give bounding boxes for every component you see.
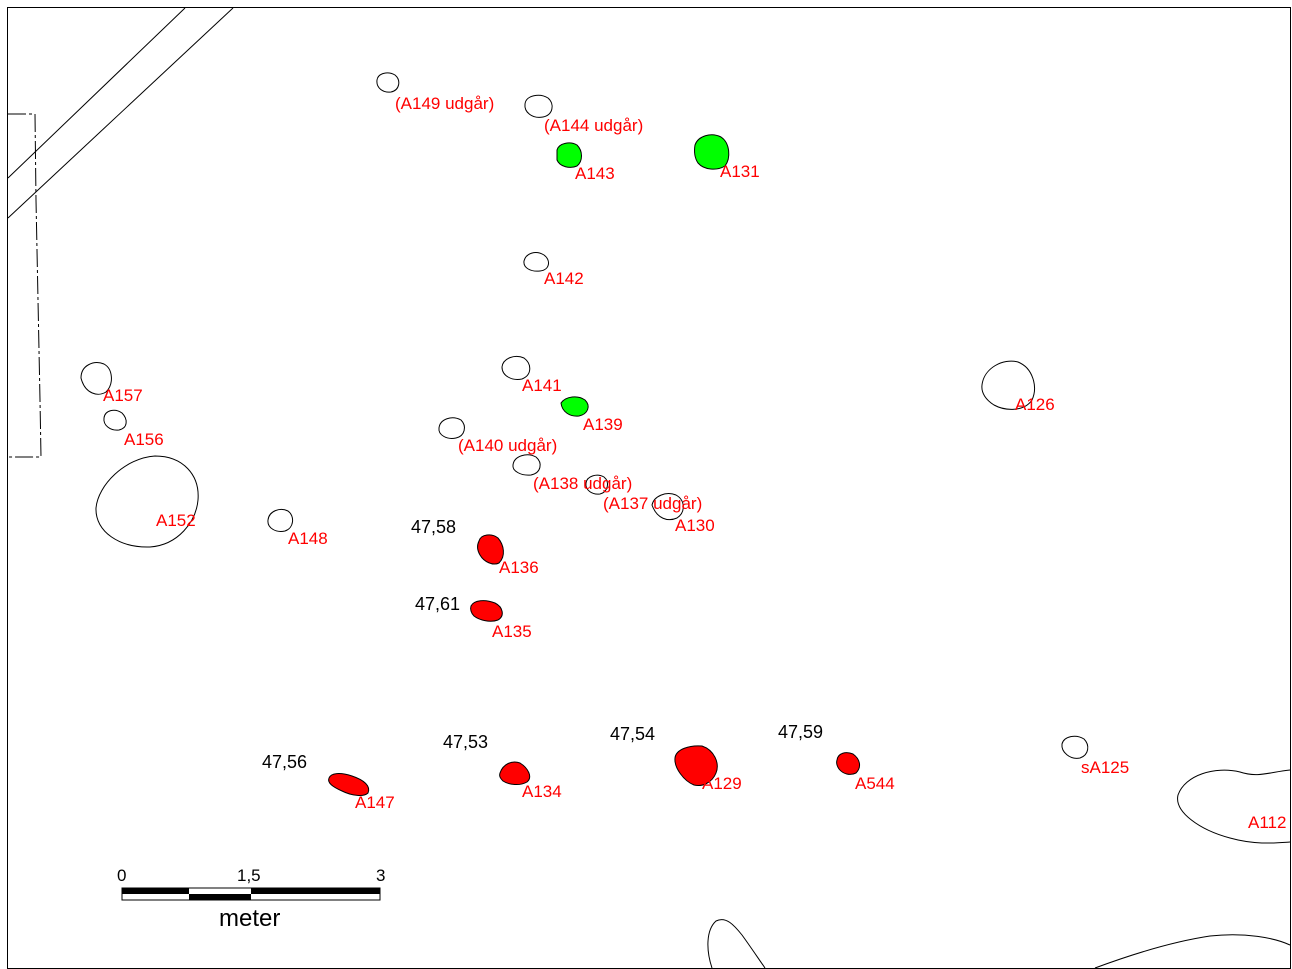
feature-a157-outline [80,362,112,395]
feature-a156-outline [103,409,127,431]
label-a157: A157 [103,386,143,405]
label-a136: A136 [499,558,539,577]
label-sa125: sA125 [1081,758,1129,777]
label-a134: A134 [522,782,562,801]
feature-a134-red [499,761,531,785]
diagonal-trench-lines [7,7,234,219]
green-features [556,134,730,417]
label-a152: A152 [156,511,196,530]
label-a130: A130 [675,516,715,535]
uncoloured-features [80,72,1089,759]
feature-labels: (A149 udgår) (A144 udgår) A143 A131 A142… [103,94,1286,832]
label-a148: A148 [288,529,328,548]
feature-a147-red [328,773,370,796]
scale-bar-segment-1-top [122,888,189,894]
scale-tick-1-5: 1,5 [237,866,261,885]
label-a142: A142 [544,269,584,288]
elevation-labels: 47,58 47,61 47,56 47,53 47,54 47,59 [262,517,823,772]
feature-a140-outline [438,417,465,439]
elevation-a147: 47,56 [262,752,307,772]
elevation-a544: 47,59 [778,722,823,742]
a112-outline [1177,769,1291,844]
label-a156: A156 [124,430,164,449]
label-a138: (A138 udgår) [533,474,632,493]
feature-a135-red [470,600,503,622]
scale-tick-3: 3 [376,866,385,885]
feature-a130-outline [651,493,684,521]
elevation-a136: 47,58 [411,517,456,537]
label-a141: A141 [522,376,562,395]
label-a143: A143 [575,164,615,183]
label-a139: A139 [583,415,623,434]
label-a131: A131 [720,162,760,181]
feature-a138-outline [512,454,541,476]
label-a147: A147 [355,793,395,812]
red-features [328,534,861,796]
feature-a131-green [693,134,730,170]
elevation-a129: 47,54 [610,724,655,744]
feature-a129-red [674,745,718,786]
feature-a139-green [560,396,589,417]
label-a144: (A144 udgår) [544,116,643,135]
excavation-boundary-dashed [8,113,42,458]
feature-a126-outline [981,360,1035,410]
feature-a149-outline [376,72,400,93]
scale-tick-0: 0 [117,866,126,885]
feature-a148-outline [267,508,293,532]
scale-bar-segment-2-bottom [189,894,251,900]
feature-a137-outline [585,474,608,495]
label-a149: (A149 udgår) [395,94,494,113]
elevation-a134: 47,53 [443,732,488,752]
feature-a142-outline [523,252,549,272]
feature-a144-outline [524,94,553,118]
scale-unit: meter [219,905,280,932]
label-a135: A135 [492,622,532,641]
label-a129: A129 [702,774,742,793]
feature-a544-red [836,752,861,775]
feature-sa125-outline [1061,735,1089,759]
scale-bar-segment-3-top [251,888,380,894]
label-a544: A544 [855,774,895,793]
label-a112: A112 [1248,813,1286,832]
feature-a136-red [477,534,504,565]
feature-a152-outline [95,455,199,548]
label-a137: (A137 udgår) [603,494,702,513]
label-a126: A126 [1015,395,1055,414]
feature-a143-green [556,142,582,168]
bottom-feature-outline-1 [707,919,766,969]
bottom-feature-outline-2 [1094,934,1291,969]
scale-bar: 0 1,5 3 meter [117,866,385,932]
feature-a141-outline [501,355,531,380]
label-a140: (A140 udgår) [458,436,557,455]
elevation-a135: 47,61 [415,594,460,614]
map-frame [7,7,1291,969]
